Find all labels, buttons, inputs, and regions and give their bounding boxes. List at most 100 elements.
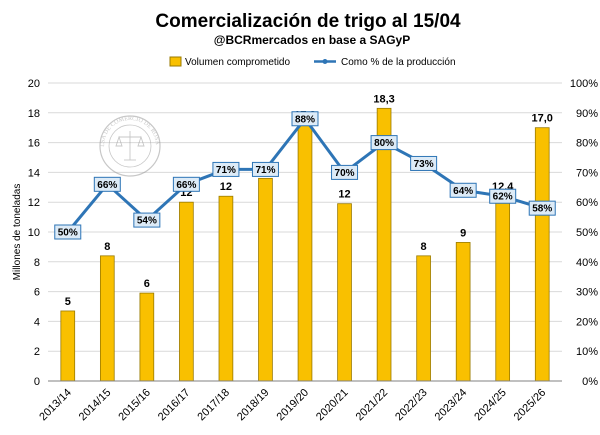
percent-label: 66% bbox=[172, 176, 200, 192]
bar bbox=[60, 310, 76, 382]
bar bbox=[455, 242, 471, 382]
percent-label: 58% bbox=[528, 200, 556, 216]
percent-label-text: 73% bbox=[414, 159, 434, 170]
percent-label-box bbox=[133, 212, 161, 228]
percent-label: 71% bbox=[251, 161, 279, 177]
x-axis-ticks: 2013/14 2014/15 2015/16 2016/17 2017/18 2018/… bbox=[37, 387, 548, 424]
percent-label-box bbox=[212, 161, 240, 177]
y-tick-label: 16 bbox=[28, 138, 40, 150]
y-tick-label: 10 bbox=[28, 227, 40, 239]
percent-label: 64% bbox=[449, 182, 477, 198]
watermark-text: BOLSA DE COMERCIO DE ROSARIO bbox=[0, 0, 160, 147]
y-tick-label: 12 bbox=[28, 197, 40, 209]
percent-label-text: 66% bbox=[176, 180, 196, 191]
bar bbox=[179, 201, 194, 382]
y-tick-label: 8 bbox=[34, 257, 40, 269]
y-tick-label: 2 bbox=[34, 346, 40, 358]
bar bbox=[495, 195, 511, 382]
bar bbox=[416, 255, 431, 382]
bar-value-label: 18,3 bbox=[373, 93, 394, 105]
percent-label: 88% bbox=[291, 111, 319, 127]
y2-tick-label: 50% bbox=[576, 227, 598, 239]
bar bbox=[218, 195, 234, 382]
percent-label-text: 54% bbox=[137, 216, 157, 227]
percent-label-text: 62% bbox=[493, 192, 513, 203]
y-tick-label: 14 bbox=[28, 167, 40, 179]
legend: Volumen comprometido Como % de la produc… bbox=[169, 56, 456, 68]
percent-label: 71% bbox=[212, 161, 240, 177]
x-tick-label: 2020/21 bbox=[314, 387, 351, 424]
bar bbox=[337, 203, 352, 382]
y-tick-label: 0 bbox=[34, 376, 40, 388]
x-tick-label: 2023/24 bbox=[433, 387, 470, 424]
percent-label: 70% bbox=[331, 164, 359, 180]
percent-label: 73% bbox=[410, 155, 438, 171]
y2-tick-label: 80% bbox=[576, 138, 598, 150]
y2-axis-ticks: 0% 10% 20% 30% 40% 50% 60% 70% 80% 90% 100% bbox=[570, 78, 598, 388]
bar-series bbox=[60, 107, 550, 382]
chart-subtitle: @BCRmercados en base a SAGyP bbox=[214, 33, 410, 47]
x-tick-label: 2022/23 bbox=[393, 387, 430, 424]
x-tick-label: 2018/19 bbox=[235, 387, 272, 424]
bar bbox=[139, 292, 155, 382]
bar bbox=[297, 124, 313, 382]
legend-bar-swatch bbox=[169, 56, 182, 67]
percent-label: 50% bbox=[54, 224, 82, 240]
y2-tick-label: 0% bbox=[582, 376, 598, 388]
x-tick-label: 2024/25 bbox=[472, 387, 509, 424]
x-tick-label: 2014/15 bbox=[77, 387, 114, 424]
x-tick-label: 2015/16 bbox=[116, 387, 153, 424]
bar-value-label: 6 bbox=[144, 278, 150, 290]
y2-tick-label: 30% bbox=[576, 287, 598, 299]
legend-bar-label: Volumen comprometido bbox=[185, 57, 290, 68]
percent-labels: 50% 66% 54% 66% 71% 71% 88% 70% 80% 73% 64% 62% 58% bbox=[54, 111, 556, 240]
percent-label-box bbox=[331, 164, 359, 180]
bar-value-label: 8 bbox=[421, 241, 427, 253]
percent-label-text: 71% bbox=[255, 165, 275, 176]
watermark-seal: BOLSA DE COMERCIO DE ROSARIO bbox=[0, 0, 161, 177]
bar-value-label: 17,0 bbox=[532, 113, 553, 125]
percent-label: 54% bbox=[133, 212, 161, 228]
percent-label-text: 80% bbox=[374, 138, 394, 149]
percent-label-box bbox=[528, 200, 556, 216]
watermark-outer-ring bbox=[99, 115, 161, 177]
watermark-inner-ring bbox=[108, 124, 152, 168]
y-tick-label: 20 bbox=[28, 78, 40, 90]
y2-tick-label: 10% bbox=[576, 346, 598, 358]
bar bbox=[99, 255, 115, 382]
bar-value-label: 8 bbox=[104, 241, 110, 253]
percent-label-text: 88% bbox=[295, 114, 315, 125]
y-axis-label: Millones de toneladas bbox=[12, 184, 23, 281]
percent-label-text: 71% bbox=[216, 165, 236, 176]
percent-label-text: 64% bbox=[453, 186, 473, 197]
y2-tick-label: 90% bbox=[576, 108, 598, 120]
percent-label-text: 50% bbox=[58, 228, 78, 239]
bar-value-label: 12 bbox=[220, 181, 232, 193]
bar-value-label: 5 bbox=[65, 296, 71, 308]
y-axis-ticks: 0 2 4 6 8 10 12 14 16 18 20 bbox=[28, 78, 40, 388]
percent-label: 66% bbox=[93, 176, 121, 192]
percent-label-box bbox=[291, 111, 319, 127]
legend-line-label: Como % de la producción bbox=[341, 57, 456, 68]
y-tick-label: 18 bbox=[28, 108, 40, 120]
percent-label-box bbox=[251, 161, 279, 177]
percent-label-box bbox=[172, 176, 200, 192]
percent-label-text: 58% bbox=[532, 204, 552, 215]
bar bbox=[258, 177, 273, 382]
x-tick-label: 2021/22 bbox=[354, 387, 391, 424]
percent-label-box bbox=[370, 135, 398, 151]
percent-label-box bbox=[449, 182, 477, 198]
percent-label-text: 70% bbox=[335, 168, 355, 179]
x-tick-label: 2016/17 bbox=[156, 387, 193, 424]
chart-title: Comercialización de trigo al 15/04 bbox=[155, 11, 461, 32]
percent-label: 80% bbox=[370, 135, 398, 151]
percent-label: 62% bbox=[489, 188, 517, 204]
y-tick-label: 6 bbox=[34, 287, 40, 299]
y-tick-label: 4 bbox=[34, 316, 40, 328]
scales-icon bbox=[115, 131, 145, 161]
percent-label-box bbox=[410, 155, 438, 171]
x-tick-label: 2025/26 bbox=[512, 387, 549, 424]
bar-value-label: 12 bbox=[338, 189, 350, 201]
bar-value-label: 9 bbox=[460, 227, 466, 239]
x-tick-label: 2013/14 bbox=[37, 387, 74, 424]
